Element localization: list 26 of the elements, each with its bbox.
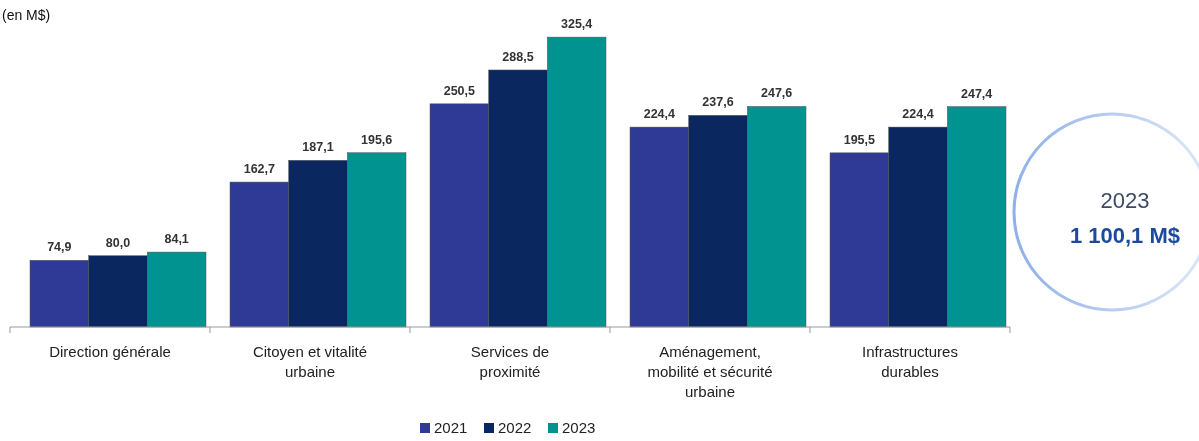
data-label: 237,6 [702,95,734,110]
data-label: 195,6 [361,132,393,147]
x-tick-label: Infrastructures durables [862,343,958,380]
data-label: 247,4 [961,86,993,101]
data-label: 224,4 [643,107,676,122]
data-label: 247,6 [761,86,793,101]
data-label: 74,9 [47,240,72,255]
chart-subtitle: (en M$) [2,7,51,23]
data-label: 80,0 [105,235,131,250]
legend-label: 2022 [498,419,532,436]
data-label: 195,5 [843,132,876,147]
x-tick-label: Aménagement, mobilité et sécurité urbaine [647,343,773,400]
text: 2023 [1100,188,1150,213]
data-label: 187,1 [302,140,334,155]
x-tick-label: Direction générale [49,343,171,360]
legend-label: 2023 [562,419,596,436]
x-tick-label: Services de proximité [470,343,550,380]
legend-label: 2021 [434,419,468,436]
data-label: 84,1 [164,232,189,247]
data-label: 325,4 [561,17,593,32]
data-label: 288,5 [502,49,534,64]
data-label: 162,7 [243,162,276,177]
data-label: 250,5 [443,83,476,98]
text: 1 100,1 M$ [1069,223,1181,248]
data-label: 224,4 [902,107,934,122]
x-tick-label: Citoyen et vitalité urbaine [252,343,368,380]
